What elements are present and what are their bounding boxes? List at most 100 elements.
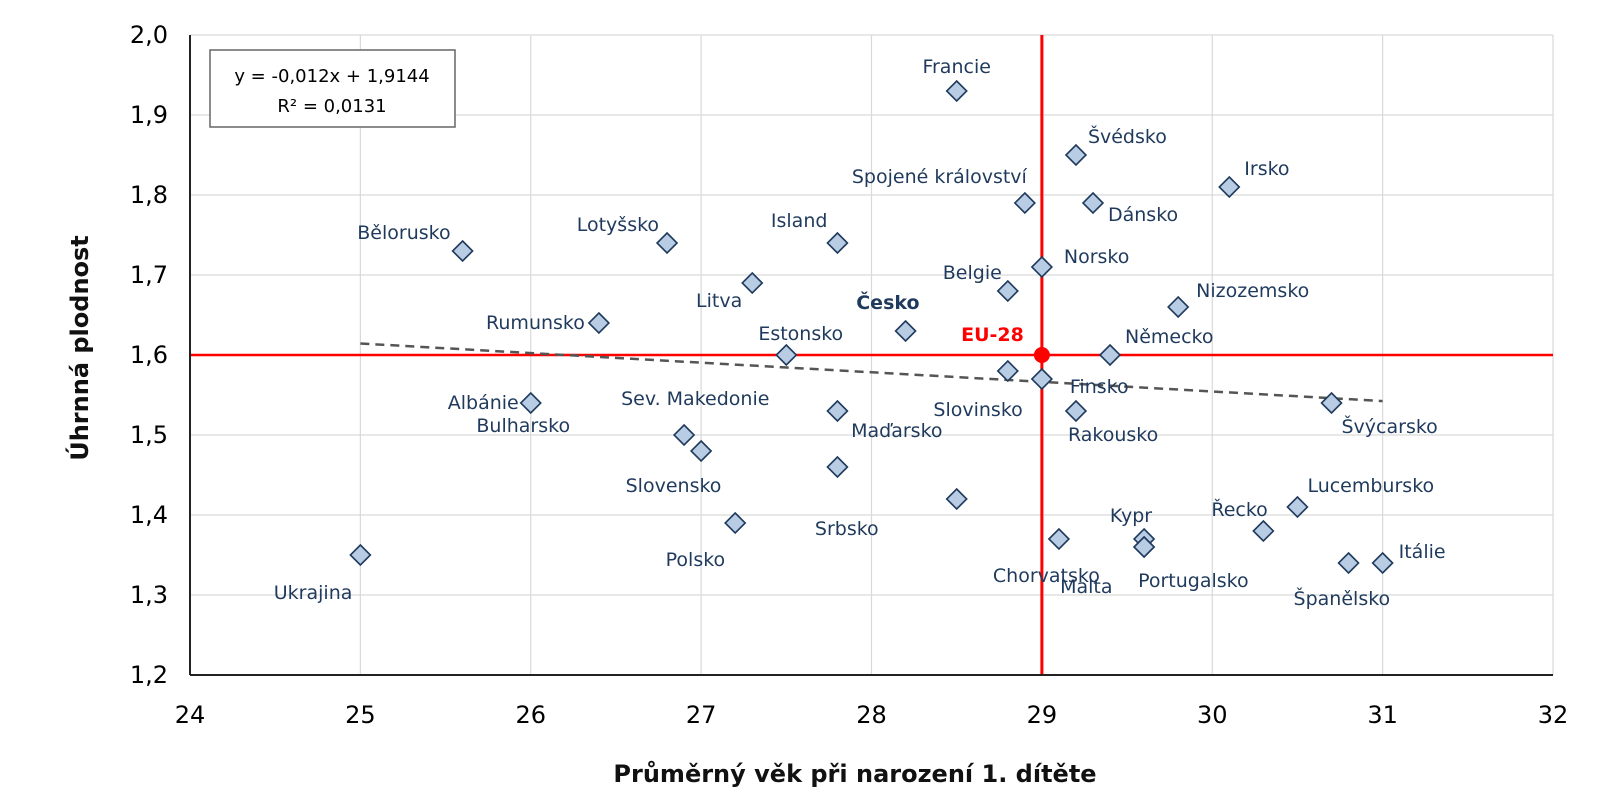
y-tick-label: 2,0 (130, 21, 168, 49)
point-label: Francie (922, 56, 990, 78)
equation-box: y = -0,012x + 1,9144 R² = 0,0131 (209, 49, 456, 128)
point-label: Itálie (1399, 541, 1446, 563)
y-tick-labels: 2,0 1,9 1,8 1,7 1,6 1,5 1,4 1,3 1,2 (130, 21, 168, 689)
point-label: Island (771, 210, 828, 232)
x-tick-label: 31 (1367, 701, 1398, 729)
reference-point (1033, 347, 1050, 363)
data-point (672, 423, 696, 447)
point-label: Sev. Makedonie (621, 388, 769, 410)
x-tick-labels: 24 25 26 27 28 29 30 31 32 (175, 701, 1569, 729)
x-axis-title: Průměrný věk při narození 1. dítěte (613, 760, 1096, 788)
data-point (1081, 191, 1105, 215)
point-label: Rakousko (1068, 424, 1158, 446)
x-tick-label: 32 (1538, 701, 1569, 729)
point-label: Švýcarsko (1342, 414, 1438, 438)
data-point (451, 239, 474, 263)
point-label: Nizozemsko (1196, 280, 1309, 302)
x-tick-label: 29 (1027, 701, 1058, 729)
point-label: Norsko (1064, 246, 1130, 268)
data-point (1064, 399, 1088, 423)
point-label: Irsko (1244, 158, 1289, 180)
reference-marker: EU-28 (961, 324, 1050, 363)
point-label: Španělsko (1294, 586, 1391, 610)
y-tick-label: 1,2 (130, 661, 168, 689)
data-point (587, 311, 611, 335)
x-tick-label: 30 (1197, 701, 1228, 729)
y-tick-label: 1,9 (130, 101, 168, 129)
data-point (1064, 143, 1088, 167)
data-point (826, 231, 849, 255)
y-tick-label: 1,4 (130, 501, 168, 529)
data-point (945, 79, 968, 103)
data-point (1098, 343, 1122, 367)
data-point (519, 391, 542, 415)
data-point (1371, 551, 1394, 575)
point-label: Albánie (448, 392, 519, 414)
data-point (945, 487, 968, 511)
point-label: Rumunsko (486, 312, 585, 334)
point-label: Polsko (666, 549, 726, 571)
data-point (996, 279, 1019, 303)
x-tick-label: 28 (856, 701, 887, 729)
point-label: Malta (1060, 576, 1112, 598)
data-points (349, 79, 1394, 575)
data-point (996, 359, 1019, 383)
data-point (826, 455, 849, 479)
point-label: Spojené království (852, 166, 1028, 188)
data-point (349, 543, 372, 567)
point-label: Ukrajina (274, 582, 353, 604)
point-label: Maďarsko (851, 420, 942, 442)
point-label: Portugalsko (1138, 570, 1249, 592)
point-label: Slovinsko (933, 399, 1022, 421)
x-tick-label: 26 (515, 701, 546, 729)
data-point (894, 319, 917, 343)
data-point (1320, 391, 1343, 415)
y-tick-label: 1,5 (130, 421, 168, 449)
x-tick-label: 24 (175, 701, 206, 729)
data-point (689, 439, 713, 463)
point-label: Švédsko (1088, 124, 1167, 148)
trendline-equation: y = -0,012x + 1,9144 (234, 66, 429, 87)
point-label: Belgie (943, 262, 1002, 284)
point-label: Kypr (1110, 505, 1152, 527)
point-label: Lotyšsko (577, 214, 659, 236)
point-label: Řecko (1211, 498, 1267, 521)
data-point (724, 511, 747, 535)
data-point (655, 231, 679, 255)
point-label: Dánsko (1108, 204, 1178, 226)
point-label: Česko (856, 290, 919, 314)
point-label: Bulharsko (476, 415, 570, 437)
data-point (1167, 295, 1190, 319)
data-point (1252, 519, 1275, 543)
y-tick-label: 1,3 (130, 581, 168, 609)
data-point (826, 399, 849, 423)
point-label: Lucembursko (1307, 475, 1434, 497)
point-label: Estonsko (758, 323, 843, 345)
data-point (1047, 527, 1071, 551)
data-point (741, 271, 764, 295)
data-point (1218, 175, 1241, 199)
axes (189, 35, 1553, 676)
x-tick-label: 27 (686, 701, 717, 729)
data-point (1030, 367, 1054, 391)
point-label: Litva (696, 290, 742, 312)
point-labels: Francie Švédsko Irsko Spojené království Dán… (274, 56, 1446, 610)
data-point (1030, 255, 1054, 279)
point-label: Bělorusko (357, 222, 450, 244)
y-tick-label: 1,7 (130, 261, 168, 289)
point-label: Německo (1125, 326, 1214, 348)
data-point (1286, 495, 1309, 519)
y-tick-label: 1,6 (130, 341, 168, 369)
point-label: Chorvatsko (993, 565, 1100, 587)
point-label: Slovensko (626, 475, 722, 497)
reference-label: EU-28 (961, 324, 1024, 346)
data-point (1013, 191, 1036, 215)
data-point (1132, 535, 1156, 559)
y-tick-label: 1,8 (130, 181, 168, 209)
r-squared: R² = 0,0131 (277, 96, 386, 117)
point-label: Srbsko (815, 518, 879, 540)
data-point (1337, 551, 1360, 575)
data-point (775, 343, 798, 367)
trendline (360, 342, 1383, 403)
